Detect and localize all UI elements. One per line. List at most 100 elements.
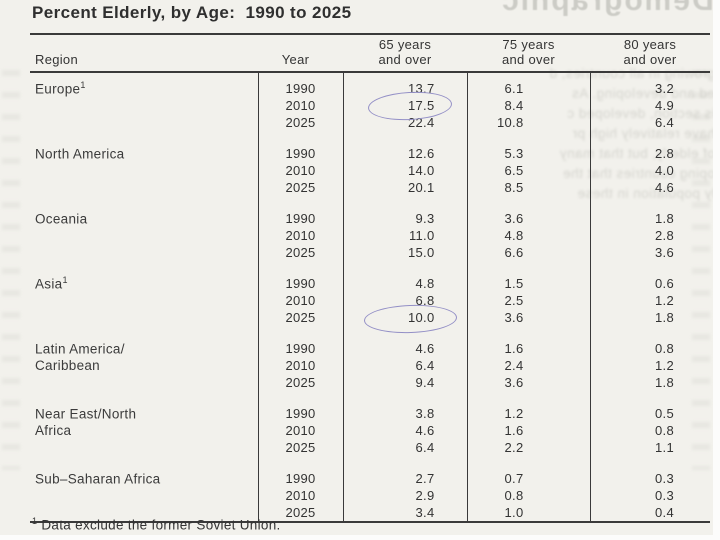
cell-80-over: 3.2: [589, 80, 710, 97]
cell-80-over: 0.4: [589, 504, 710, 522]
cell-year: 2010: [257, 357, 343, 374]
table-footnote: 1 Data exclude the former Soviet Union.: [32, 516, 281, 533]
cell-75-over: 6.5: [466, 162, 590, 179]
cell-75-over: 3.6: [466, 309, 590, 326]
table-header: Region Year 65 years and over 75 years and…: [30, 34, 710, 73]
cell-region: [30, 439, 258, 456]
cell-year: 2025: [257, 179, 343, 196]
cell-75-over: 10.8: [466, 114, 590, 131]
cell-75-over: 8.4: [466, 97, 590, 114]
group-spacer: [30, 196, 710, 210]
cell-80-over: 0.8: [589, 340, 710, 357]
cell-80-over: 4.0: [589, 162, 710, 179]
cell-region: [30, 162, 258, 179]
table-row: 2010 14.0 6.5 4.0: [30, 162, 710, 179]
cell-80-over: 1.8: [589, 210, 710, 227]
scan-noise-left: [2, 70, 20, 470]
cell-year: 1990: [257, 275, 343, 292]
table-row: 2025 6.4 2.2 1.1: [30, 439, 710, 456]
cell-75-over: 4.8: [466, 227, 590, 244]
cell-65-over: 2.9: [342, 487, 467, 504]
cell-region: [30, 227, 258, 244]
cell-75-over: 3.6: [466, 374, 590, 391]
region-label: North America: [35, 146, 125, 162]
cell-80-over: 2.8: [589, 227, 710, 244]
header-line: and over: [502, 52, 555, 67]
table-row: Latin America/ 1990 4.6 1.6 0.8: [30, 340, 710, 357]
cell-80-over: 1.2: [589, 357, 710, 374]
cell-80-over: 1.8: [589, 374, 710, 391]
table-row: Asia1 1990 4.8 1.5 0.6: [30, 275, 710, 292]
cell-75-over: 2.2: [466, 439, 590, 456]
scan-edge-bottom: [0, 535, 720, 540]
header-line: and over: [378, 52, 432, 67]
cell-year: 2010: [257, 487, 343, 504]
footnote-marker: 1: [80, 80, 86, 91]
cell-75-over: 3.6: [466, 210, 590, 227]
cell-80-over: 0.6: [589, 275, 710, 292]
cell-region: [30, 374, 258, 391]
cell-65-over: 3.4: [342, 504, 467, 522]
column-header-region: Region: [30, 34, 258, 73]
table-row: 2025 9.4 3.6 1.8: [30, 374, 710, 391]
table-row: 2025 10.0 3.6 1.8: [30, 309, 710, 326]
region-group-latin-america: Latin America/ 1990 4.6 1.6 0.8 Caribbea…: [30, 340, 710, 405]
cell-region: [30, 179, 258, 196]
table-row: Oceania 1990 9.3 3.6 1.8: [30, 210, 710, 227]
cell-75-over: 5.3: [466, 145, 590, 162]
circled-value: 10.0: [407, 310, 435, 325]
table-row: 2025 22.4 10.8 6.4: [30, 114, 710, 131]
cell-year: 2025: [257, 374, 343, 391]
cell-75-over: 8.5: [466, 179, 590, 196]
column-header-65-over: 65 years and over: [343, 34, 467, 73]
cell-region: North America: [30, 145, 258, 162]
cell-80-over: 0.3: [589, 487, 710, 504]
cell-region: Caribbean: [30, 357, 258, 374]
cell-80-over: 1.1: [589, 439, 710, 456]
region-group-europe: Europe1 1990 13.7 6.1 3.2 2010 17.5 8.4 …: [30, 80, 710, 145]
region-group-near-east: Near East/North 1990 3.8 1.2 0.5 Africa …: [30, 405, 710, 470]
table-row: 2010 6.8 2.5 1.2: [30, 292, 710, 309]
cell-65-over: 4.6: [342, 340, 467, 357]
cell-region: Europe1: [30, 80, 258, 97]
cell-region: Near East/North: [30, 405, 258, 422]
cell-65-over: 4.6: [342, 422, 467, 439]
region-group-north-america: North America 1990 12.6 5.3 2.8 2010 14.…: [30, 145, 710, 210]
cell-65-over: 6.4: [342, 357, 467, 374]
cell-year: 1990: [257, 145, 343, 162]
group-spacer: [30, 326, 710, 340]
footnote-marker: 1: [62, 275, 68, 286]
cell-region: Latin America/: [30, 340, 258, 357]
scan-edge-right: [713, 0, 720, 540]
table-row: Caribbean 2010 6.4 2.4 1.2: [30, 357, 710, 374]
cell-65-over: 3.8: [342, 405, 467, 422]
cell-year: 2025: [257, 114, 343, 131]
cell-65-over: 14.0: [342, 162, 467, 179]
region-group-oceania: Oceania 1990 9.3 3.6 1.8 2010 11.0 4.8 2…: [30, 210, 710, 275]
column-header-year: Year: [258, 34, 343, 73]
column-header-75-over: 75 years and over: [467, 34, 590, 73]
cell-75-over: 2.4: [466, 357, 590, 374]
header-line: and over: [623, 52, 677, 67]
cell-year: 1990: [257, 340, 343, 357]
cell-year: 1990: [257, 470, 343, 487]
cell-65-over: 6.4: [342, 439, 467, 456]
group-spacer: [30, 131, 710, 145]
table-row: Sub–Saharan Africa 1990 2.7 0.7 0.3: [30, 470, 710, 487]
region-label: Sub–Saharan Africa: [35, 471, 161, 487]
cell-region: [30, 487, 258, 504]
cell-75-over: 1.0: [466, 504, 590, 522]
table-row: 2025 3.4 1.0 0.4: [30, 504, 710, 522]
region-group-sub-saharan-africa: Sub–Saharan Africa 1990 2.7 0.7 0.3 2010…: [30, 470, 710, 522]
table-row: 2010 17.5 8.4 4.9: [30, 97, 710, 114]
table-row: North America 1990 12.6 5.3 2.8: [30, 145, 710, 162]
cell-65-over: 13.7: [342, 80, 467, 97]
cell-65-over: 6.8: [342, 292, 467, 309]
table-row: 2025 15.0 6.6 3.6: [30, 244, 710, 261]
group-spacer: [30, 456, 710, 470]
table-row: 2010 2.9 0.8 0.3: [30, 487, 710, 504]
cell-region: [30, 97, 258, 114]
cell-region: [30, 244, 258, 261]
cell-region: Oceania: [30, 210, 258, 227]
cell-75-over: 1.2: [466, 405, 590, 422]
